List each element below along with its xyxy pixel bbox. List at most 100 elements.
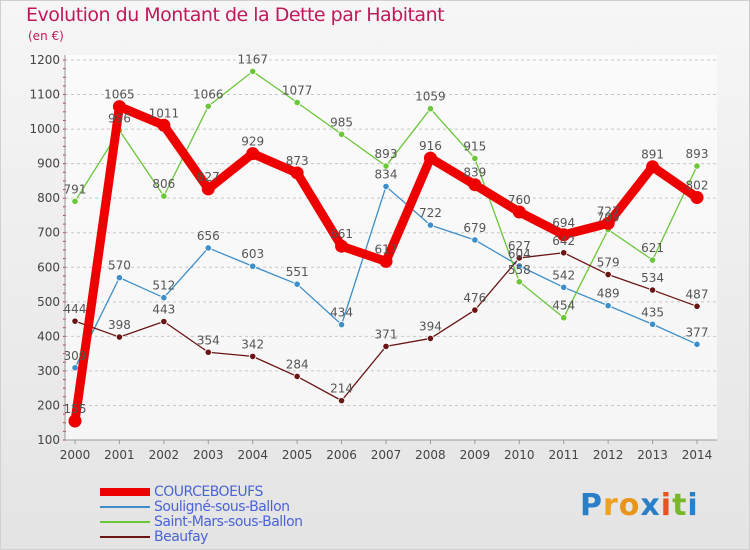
data-point xyxy=(112,100,126,114)
y-tick-label: 100 xyxy=(37,433,60,447)
y-tick-label: 900 xyxy=(37,157,60,171)
data-label: 679 xyxy=(463,221,486,235)
data-point xyxy=(648,256,657,264)
data-label: 377 xyxy=(686,325,709,339)
data-label: 603 xyxy=(241,247,264,261)
y-tick-label: 200 xyxy=(37,398,60,412)
data-label: 893 xyxy=(375,147,398,161)
data-label: 627 xyxy=(508,239,531,253)
legend-swatch xyxy=(100,488,150,496)
data-label: 354 xyxy=(197,333,220,347)
data-point xyxy=(204,102,212,110)
data-point xyxy=(337,321,346,329)
data-point xyxy=(115,274,124,282)
data-label: 893 xyxy=(686,147,709,161)
x-tick-label: 2009 xyxy=(460,448,491,462)
data-label: 656 xyxy=(197,229,220,243)
data-label: 722 xyxy=(419,206,442,220)
x-tick-label: 2004 xyxy=(237,448,268,462)
logo-letter: x xyxy=(640,488,661,523)
data-point xyxy=(68,414,82,428)
chart-title: Evolution du Montant de la Dette par Hab… xyxy=(26,4,445,26)
data-label: 398 xyxy=(108,318,131,332)
data-point xyxy=(693,162,701,170)
data-label: 827 xyxy=(197,170,220,184)
logo-letter: o xyxy=(618,488,641,523)
logo-letter: P xyxy=(580,488,603,523)
data-label: 1011 xyxy=(149,106,180,120)
data-point xyxy=(560,314,568,322)
data-point xyxy=(201,182,215,196)
data-point xyxy=(557,228,571,242)
data-point xyxy=(71,317,79,325)
data-label: 1059 xyxy=(415,90,446,104)
data-label: 661 xyxy=(330,227,353,241)
y-tick-label: 300 xyxy=(37,364,60,378)
data-point xyxy=(293,372,301,381)
data-label: 802 xyxy=(686,178,709,192)
legend-swatch xyxy=(100,521,150,523)
y-tick-label: 400 xyxy=(37,329,60,343)
data-point xyxy=(515,254,523,262)
x-tick-label: 2010 xyxy=(504,448,535,462)
data-labels: 309 570 512 656 603 551 434 834 722 679 604 542 489 4… xyxy=(64,52,709,416)
legend-label: Saint-Mars-sous-Ballon xyxy=(154,514,303,530)
data-label: 727 xyxy=(597,204,620,218)
data-label: 996 xyxy=(108,111,131,125)
data-point xyxy=(337,130,346,138)
data-label: 155 xyxy=(64,402,87,416)
logo-letter: i xyxy=(687,488,699,523)
data-label: 621 xyxy=(641,241,664,255)
data-point xyxy=(648,286,657,294)
data-label: 916 xyxy=(419,139,442,153)
data-point xyxy=(379,254,393,268)
y-tick-label: 1100 xyxy=(29,88,60,102)
data-label: 709 xyxy=(597,211,620,225)
x-tick-label: 2006 xyxy=(326,448,357,462)
x-tick-label: 2014 xyxy=(682,448,713,462)
data-point xyxy=(515,262,523,270)
x-tick-label: 2003 xyxy=(193,448,224,462)
data-point xyxy=(160,294,168,302)
x-tick-label: 2012 xyxy=(593,448,624,462)
data-label: 760 xyxy=(508,193,531,207)
data-label: 558 xyxy=(508,263,531,277)
data-label: 1066 xyxy=(193,87,224,101)
data-point xyxy=(290,166,304,180)
data-point xyxy=(471,306,479,314)
x-tick-label: 2002 xyxy=(149,448,180,462)
legend-label: COURCEBOEUFS xyxy=(154,484,263,500)
data-point xyxy=(423,151,437,165)
data-point xyxy=(471,154,479,163)
data-label: 551 xyxy=(286,265,309,279)
data-label: 1065 xyxy=(104,88,135,102)
logo-letter: t xyxy=(672,488,688,523)
data-point xyxy=(249,67,257,76)
data-label: 617 xyxy=(375,242,398,256)
data-label: 444 xyxy=(64,302,87,316)
data-label: 1077 xyxy=(282,83,313,97)
logo-letter: r xyxy=(603,488,619,523)
data-label: 435 xyxy=(641,305,664,319)
proxiti-logo: Proxiti xyxy=(580,488,699,523)
data-point xyxy=(157,118,171,132)
legend-swatch xyxy=(100,536,150,538)
data-label: 604 xyxy=(508,247,531,261)
data-label: 489 xyxy=(597,287,620,301)
data-point xyxy=(382,182,390,191)
legend-label: Souligné-sous-Ballon xyxy=(154,499,290,515)
data-label: 834 xyxy=(375,167,398,181)
data-point xyxy=(382,162,390,170)
x-tick-label: 2000 xyxy=(60,448,91,462)
data-label: 570 xyxy=(108,259,131,273)
data-point xyxy=(204,244,212,252)
data-point xyxy=(601,216,615,230)
data-label: 487 xyxy=(686,287,709,301)
data-label: 579 xyxy=(597,256,620,270)
y-tick-label: 1200 xyxy=(29,53,60,67)
data-label: 309 xyxy=(64,349,87,363)
data-label: 214 xyxy=(330,382,353,396)
data-point xyxy=(293,98,301,107)
data-point xyxy=(693,340,701,348)
data-point xyxy=(160,317,168,326)
